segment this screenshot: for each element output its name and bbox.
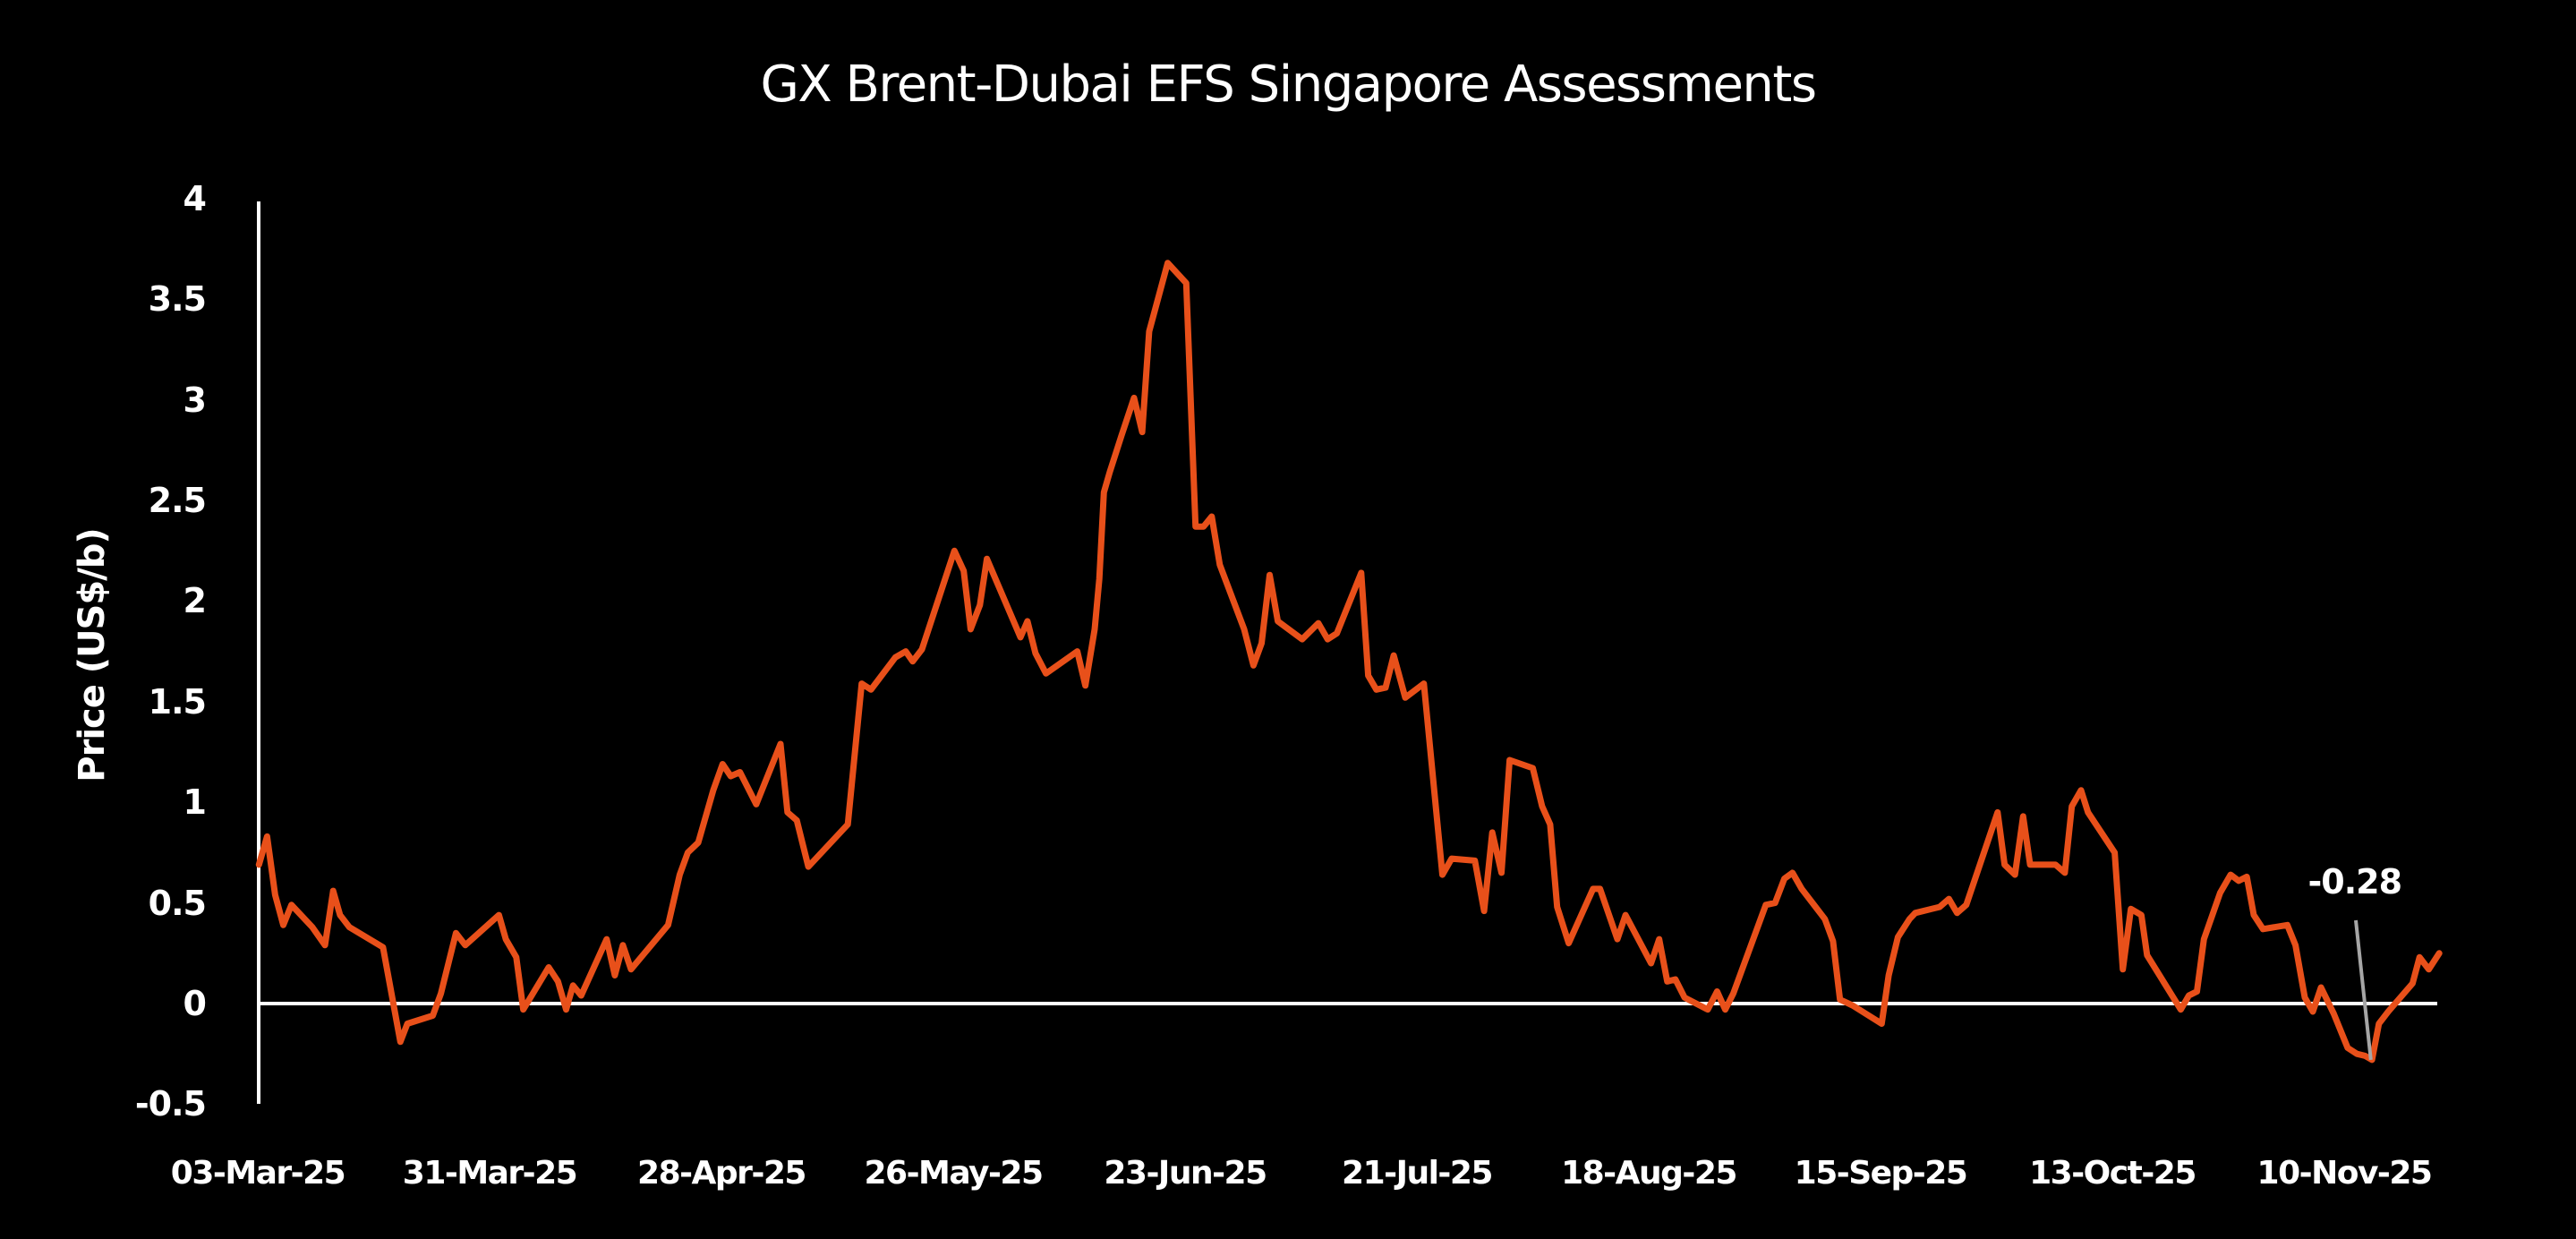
x-tick-label: 31-Mar-25 <box>402 1155 578 1192</box>
x-tick-label: 26-May-25 <box>864 1155 1044 1192</box>
x-tick-label: 10-Nov-25 <box>2256 1155 2433 1192</box>
x-tick-label: 18-Aug-25 <box>1561 1155 1737 1192</box>
chart-title: GX Brent-Dubai EFS Singapore Assessments <box>760 56 1817 114</box>
x-tick-label: 03-Mar-25 <box>170 1155 346 1192</box>
x-tick-label: 13-Oct-25 <box>2029 1155 2196 1192</box>
x-tick-label: 21-Jul-25 <box>1342 1155 1493 1192</box>
y-tick-label: 4 <box>183 178 207 218</box>
y-tick-label: 1.5 <box>148 681 207 722</box>
x-tick-label: 15-Sep-25 <box>1794 1155 1968 1192</box>
y-tick-label: 1 <box>183 782 207 823</box>
x-tick-label: 28-Apr-25 <box>637 1155 806 1192</box>
x-tick-label: 23-Jun-25 <box>1104 1155 1267 1192</box>
y-tick-label: 0 <box>183 984 207 1023</box>
y-tick-label: 3 <box>183 380 207 420</box>
series-line <box>255 260 2443 1064</box>
y-tick-label: 2.5 <box>148 481 207 520</box>
y-tick-label: 0.5 <box>148 883 207 923</box>
annotation-leader-line <box>2354 919 2373 1061</box>
annotation-label: -0.28 <box>2307 862 2403 901</box>
y-tick-label: -0.5 <box>134 1084 207 1124</box>
y-tick-label: 3.5 <box>148 279 207 320</box>
y-tick-label: 2 <box>183 581 207 621</box>
